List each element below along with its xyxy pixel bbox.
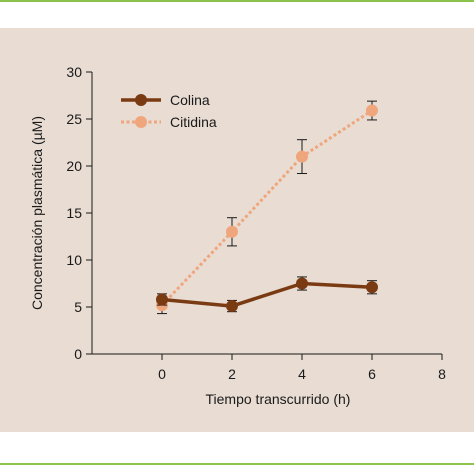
data-point-colina (296, 277, 308, 290)
x-tick-label: 8 (438, 366, 446, 382)
y-tick-label: 20 (66, 158, 82, 174)
legend-marker-citidina (135, 116, 147, 128)
legend: Colina Citidina (121, 92, 217, 130)
legend-label-colina: Colina (170, 92, 210, 108)
data-point-colina (366, 281, 378, 294)
series-citidina (156, 100, 378, 315)
x-tick-label: 2 (228, 366, 236, 382)
data-point-citidina (226, 225, 238, 238)
top-rule (0, 0, 474, 2)
data-point-citidina (366, 104, 378, 117)
series-colina (156, 276, 378, 313)
data-point-colina (156, 293, 168, 306)
axes: 0 5 10 15 20 25 30 0 2 4 6 8 (66, 64, 446, 382)
x-axis-label: Tiempo transcurrido (h) (206, 391, 351, 407)
y-tick-label: 15 (66, 205, 82, 221)
y-tick-label: 25 (66, 111, 82, 127)
y-tick-label: 10 (66, 252, 82, 268)
series-line-citidina (160, 109, 373, 307)
series-layer (156, 100, 378, 315)
data-point-colina (226, 300, 238, 313)
series-line-colina (161, 281, 373, 308)
y-tick-label: 5 (74, 299, 82, 315)
bottom-rule (0, 463, 474, 465)
x-tick-label: 0 (158, 366, 166, 382)
legend-label-citidina: Citidina (170, 114, 217, 130)
y-tick-label: 30 (66, 64, 82, 80)
y-tick-label: 0 (74, 346, 82, 362)
x-tick-label: 6 (368, 366, 376, 382)
y-axis-label: Concentración plasmática (µM) (29, 116, 45, 310)
legend-marker-colina (135, 94, 147, 106)
data-point-citidina (296, 150, 308, 163)
x-tick-label: 4 (298, 366, 306, 382)
